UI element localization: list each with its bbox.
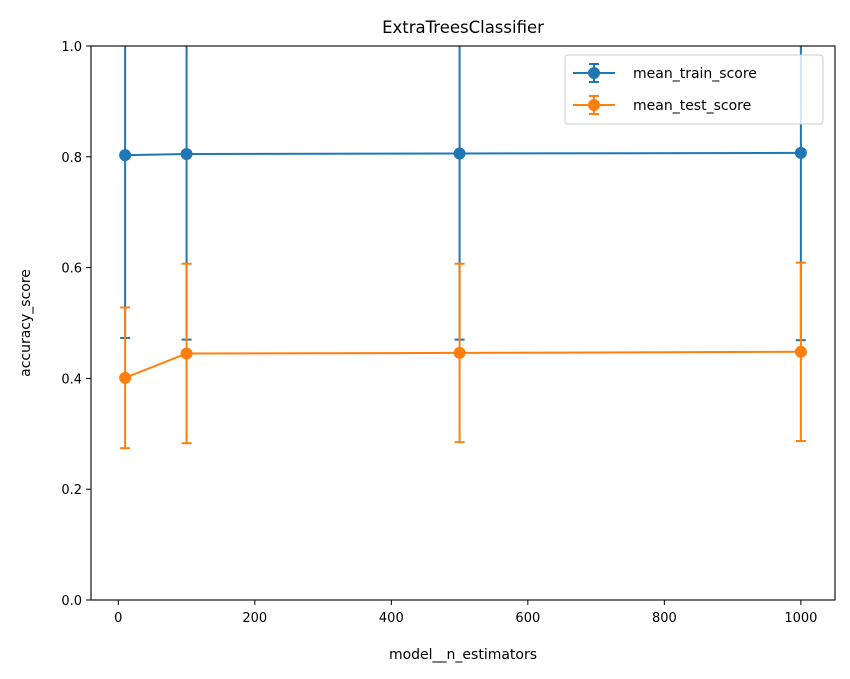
chart-title: ExtraTreesClassifier <box>382 18 544 37</box>
y-tick-label: 1.0 <box>61 40 82 55</box>
data-point <box>119 149 132 162</box>
legend-label: mean_train_score <box>633 66 757 82</box>
legend-entry: mean_train_score <box>573 63 757 83</box>
data-point <box>180 347 193 360</box>
plot-frame <box>90 45 836 601</box>
y-tick-label: 0.6 <box>61 262 82 277</box>
x-tick-label: 800 <box>652 611 677 626</box>
series-mean_train_score <box>119 46 807 342</box>
plot-background <box>91 46 835 600</box>
y-axis-label: accuracy_score <box>18 269 34 377</box>
x-tick-label: 400 <box>379 611 404 626</box>
x-axis-label: model__n_estimators <box>389 647 537 663</box>
legend-marker <box>588 99 600 111</box>
series-mean_test_score <box>119 261 807 450</box>
x-tick-label: 600 <box>515 611 540 626</box>
legend-marker <box>588 67 600 79</box>
legend-entry: mean_test_score <box>573 95 751 115</box>
data-point <box>180 148 193 161</box>
y-tick-label: 0.8 <box>61 151 82 166</box>
legend: mean_train_score mean_test_score <box>564 54 824 125</box>
x-tick-label: 0 <box>114 611 122 626</box>
x-axis: 0 200 400 600 800 1000 <box>114 600 817 626</box>
data-point <box>453 147 466 160</box>
data-point <box>119 371 132 384</box>
x-tick-label: 1000 <box>784 611 817 626</box>
y-tick-label: 0.4 <box>61 372 82 387</box>
legend-label: mean_test_score <box>633 98 751 114</box>
y-axis: 0.0 0.2 0.4 0.6 0.8 1.0 <box>61 40 91 609</box>
y-tick-label: 0.0 <box>61 594 82 609</box>
data-point <box>453 346 466 359</box>
x-tick-label: 200 <box>242 611 267 626</box>
series-line <box>124 350 801 379</box>
legend-box <box>564 54 824 125</box>
y-tick-label: 0.2 <box>61 483 82 498</box>
series-layer <box>119 46 807 450</box>
data-point <box>794 345 807 358</box>
data-point <box>794 146 807 159</box>
series-line <box>125 151 801 157</box>
